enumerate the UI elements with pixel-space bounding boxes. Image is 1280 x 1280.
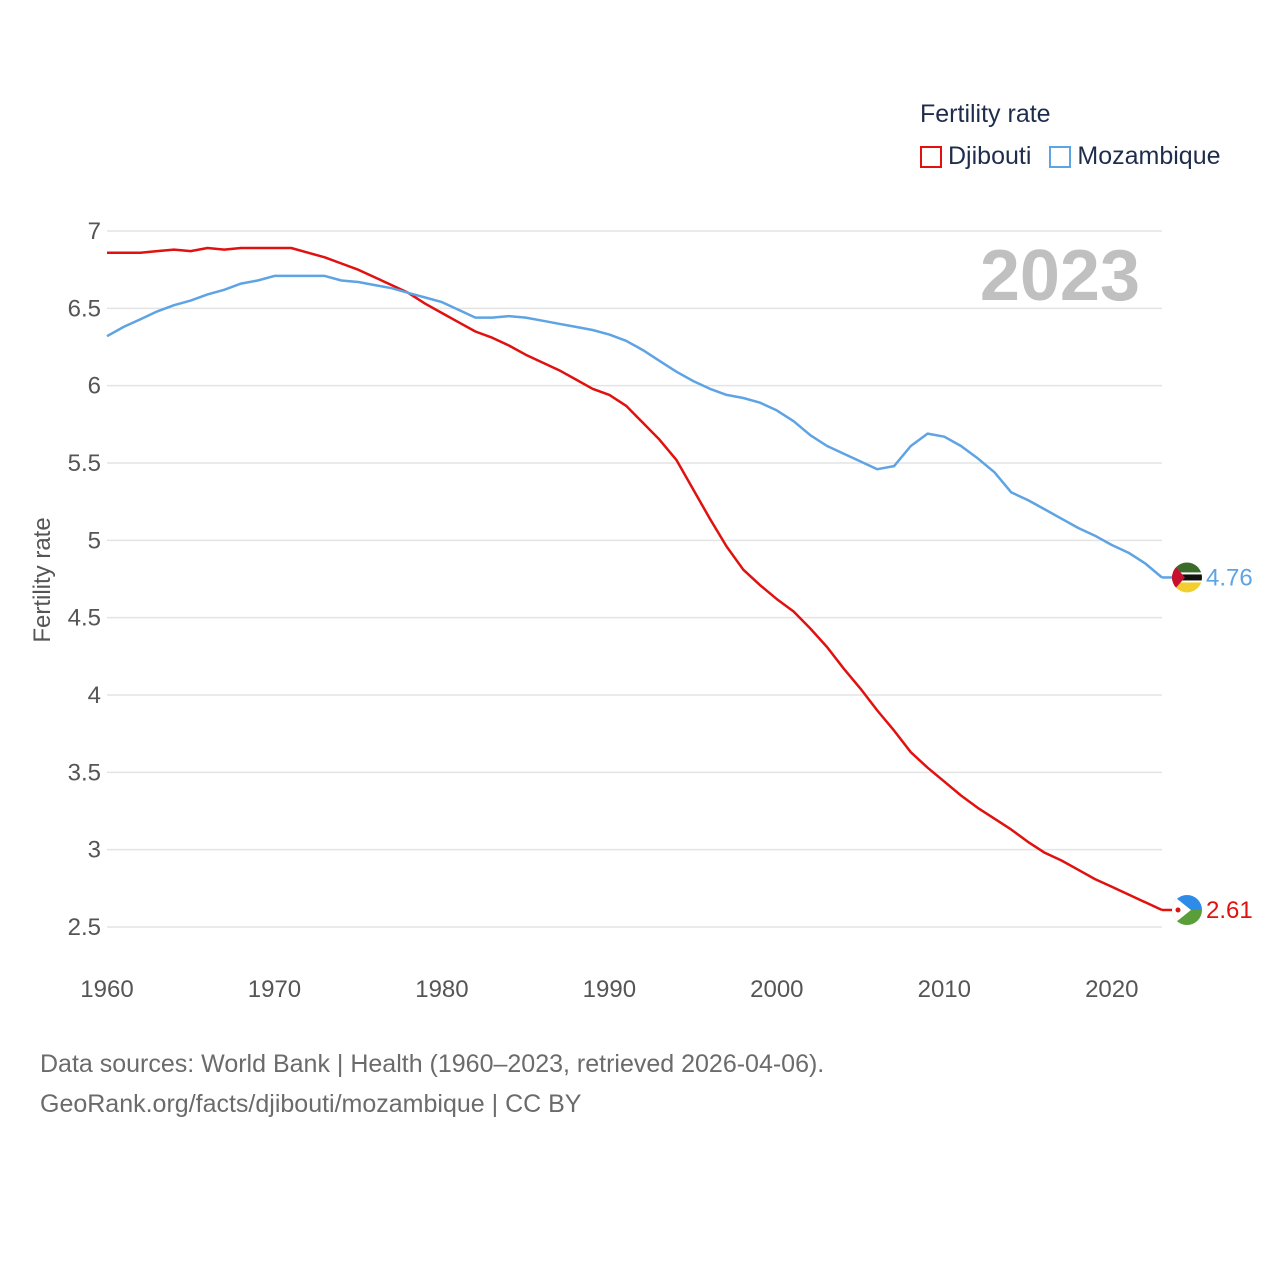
series-end-label-mozambique: 4.76 <box>1206 564 1253 591</box>
x-tick-label: 1990 <box>583 976 636 1003</box>
legend-item-mozambique[interactable]: Mozambique <box>1049 142 1221 171</box>
y-tick-label: 4 <box>88 682 101 709</box>
x-tick-label: 2010 <box>918 976 971 1003</box>
flag-icon-mozambique <box>1172 562 1202 593</box>
flag-icon-djibouti <box>1172 894 1202 925</box>
series-end-markers: 2.61 4.76 <box>1162 562 1253 925</box>
series-line-djibouti <box>107 246 1163 912</box>
x-tick-label: 1960 <box>80 976 133 1003</box>
source-note: Data sources: World Bank | Health (1960–… <box>40 1044 824 1124</box>
x-tick-label: 2000 <box>750 976 803 1003</box>
legend-item-djibouti[interactable]: Djibouti <box>920 142 1031 171</box>
legend-label-djibouti: Djibouti <box>948 142 1032 170</box>
series-end-label-djibouti: 2.61 <box>1206 897 1253 924</box>
y-axis-tick-labels: 2.5 3 3.5 4 4.5 5 5.5 6 6.5 7 <box>68 218 101 941</box>
y-tick-label: 2.5 <box>68 914 101 941</box>
y-tick-label: 6.5 <box>68 295 101 322</box>
source-line-1: Data sources: World Bank | Health (1960–… <box>40 1050 825 1078</box>
legend-label-mozambique: Mozambique <box>1077 142 1221 170</box>
x-tick-label: 1970 <box>248 976 301 1003</box>
legend-swatch-djibouti <box>920 145 942 168</box>
y-tick-label: 3 <box>88 837 101 864</box>
y-tick-label: 7 <box>88 218 101 245</box>
series-lines <box>106 246 1163 912</box>
x-axis-tick-labels: 1960 1970 1980 1990 2000 2010 2020 <box>80 976 1138 1003</box>
legend-swatch-mozambique <box>1049 145 1072 168</box>
series-line-mozambique <box>106 274 1163 579</box>
year-watermark: 2023 <box>980 236 1140 316</box>
legend: Djibouti Mozambique <box>920 142 1239 171</box>
x-tick-label: 1980 <box>415 976 468 1003</box>
grid-lines <box>107 230 1162 928</box>
y-tick-label: 5 <box>88 527 101 554</box>
source-line-2: GeoRank.org/facts/djibouti/mozambique | … <box>40 1090 582 1118</box>
x-tick-label: 2020 <box>1085 976 1138 1003</box>
y-axis-label: Fertility rate <box>29 517 56 642</box>
legend-title: Fertility rate <box>920 100 1051 128</box>
y-tick-label: 4.5 <box>68 605 101 632</box>
y-tick-label: 3.5 <box>68 759 101 786</box>
y-tick-label: 5.5 <box>68 450 101 477</box>
y-tick-label: 6 <box>88 373 101 400</box>
